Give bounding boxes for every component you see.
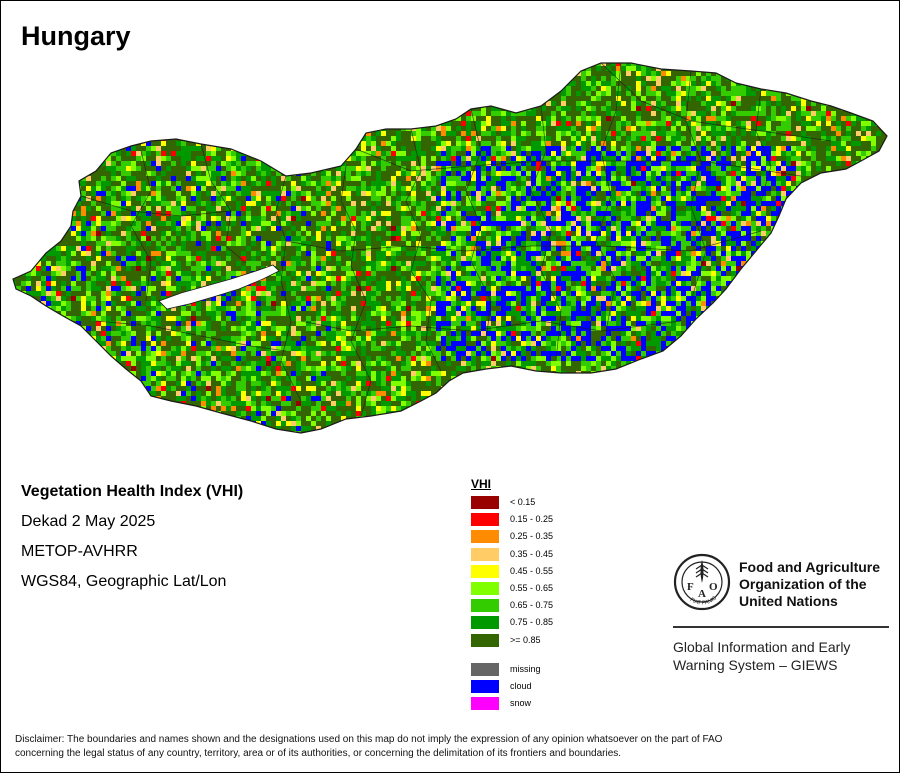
- legend-classes: < 0.15 0.15 - 0.25 0.25 - 0.35 0.35 - 0.45 0…: [471, 495, 553, 650]
- vhi-legend: VHI < 0.15 0.15 - 0.25 0.25 - 0.35 0.35 - 0…: [471, 477, 553, 714]
- legend-special-swatch: [471, 697, 499, 711]
- legend-class-row: >= 0.85: [471, 633, 541, 650]
- giews-line-2: Warning System – GIEWS: [673, 657, 838, 673]
- legend-special-label: missing: [510, 663, 541, 674]
- legend-special-classes: missing cloud snow: [471, 662, 541, 714]
- legend-class-row: 0.45 - 0.55: [471, 564, 553, 581]
- legend-class-row: < 0.15: [471, 495, 535, 512]
- fao-divider: [673, 626, 889, 628]
- legend-class-swatch: [471, 496, 499, 509]
- legend-class-swatch: [471, 547, 499, 561]
- legend-class-row: 0.15 - 0.25: [471, 512, 553, 529]
- fao-name: Food and Agriculture Organization of the…: [739, 559, 899, 610]
- legend-class-swatch: [471, 564, 499, 578]
- legend-special-row: missing: [471, 662, 541, 679]
- legend-class-label: >= 0.85: [510, 634, 541, 645]
- legend-class-label: < 0.15: [510, 497, 536, 507]
- map-title: Hungary: [21, 21, 131, 51]
- legend-class-row: 0.75 - 0.85: [471, 615, 553, 632]
- disclaimer-line-2: concerning the legal status of any count…: [15, 748, 622, 759]
- legend-special-row: snow: [471, 696, 531, 713]
- legend-special-label: snow: [510, 698, 532, 709]
- legend-class-swatch: [471, 616, 499, 630]
- legend-class-row: 0.35 - 0.45: [471, 547, 553, 564]
- legend-class-label: 0.25 - 0.35: [510, 531, 554, 542]
- legend-class-swatch: [471, 513, 499, 527]
- fao-name-line-1: Food and Agriculture: [739, 559, 881, 575]
- sensor-label: METOP-AVHRR: [21, 543, 138, 560]
- fao-logo-icon: F A O FIAT PANIS: [673, 553, 731, 611]
- legend-class-label: 0.65 - 0.75: [510, 600, 554, 611]
- hungary-outline: [12, 62, 888, 434]
- index-name: Vegetation Health Index (VHI): [21, 483, 244, 500]
- legend-special-label: cloud: [510, 680, 532, 691]
- legend-class-swatch: [471, 633, 499, 647]
- legend-class-swatch: [471, 581, 499, 595]
- projection-label: WGS84, Geographic Lat/Lon: [21, 573, 227, 590]
- disclaimer: Disclaimer: The boundaries and names sho…: [15, 733, 885, 761]
- legend-class-row: 0.55 - 0.65: [471, 581, 553, 598]
- legend-special-swatch: [471, 679, 499, 693]
- legend-title: VHI: [471, 477, 492, 491]
- legend-special-row: cloud: [471, 679, 532, 696]
- legend-special-swatch: [471, 662, 499, 676]
- map-info: Vegetation Health Index (VHI) Dekad 2 Ma…: [21, 481, 243, 601]
- giews-line-1: Global Information and Early: [673, 639, 851, 655]
- fao-name-line-2: Organization of the: [739, 576, 867, 592]
- disclaimer-line-1: Disclaimer: The boundaries and names sho…: [15, 734, 723, 745]
- county-borders: [80, 62, 832, 417]
- legend-class-label: 0.45 - 0.55: [510, 565, 554, 576]
- legend-class-label: 0.35 - 0.45: [510, 548, 554, 559]
- lake-balaton: [158, 264, 280, 310]
- vhi-map: [12, 62, 888, 434]
- giews-name: Global Information and Early Warning Sys…: [673, 638, 893, 674]
- legend-class-swatch: [471, 530, 499, 544]
- fao-name-line-3: United Nations: [739, 593, 838, 609]
- legend-class-row: 0.25 - 0.35: [471, 529, 553, 546]
- legend-class-swatch: [471, 599, 499, 613]
- legend-class-row: 0.65 - 0.75: [471, 598, 553, 615]
- legend-class-label: 0.55 - 0.65: [510, 582, 554, 593]
- period-label: Dekad 2 May 2025: [21, 513, 156, 530]
- legend-class-label: 0.75 - 0.85: [510, 617, 554, 628]
- legend-class-label: 0.15 - 0.25: [510, 514, 554, 525]
